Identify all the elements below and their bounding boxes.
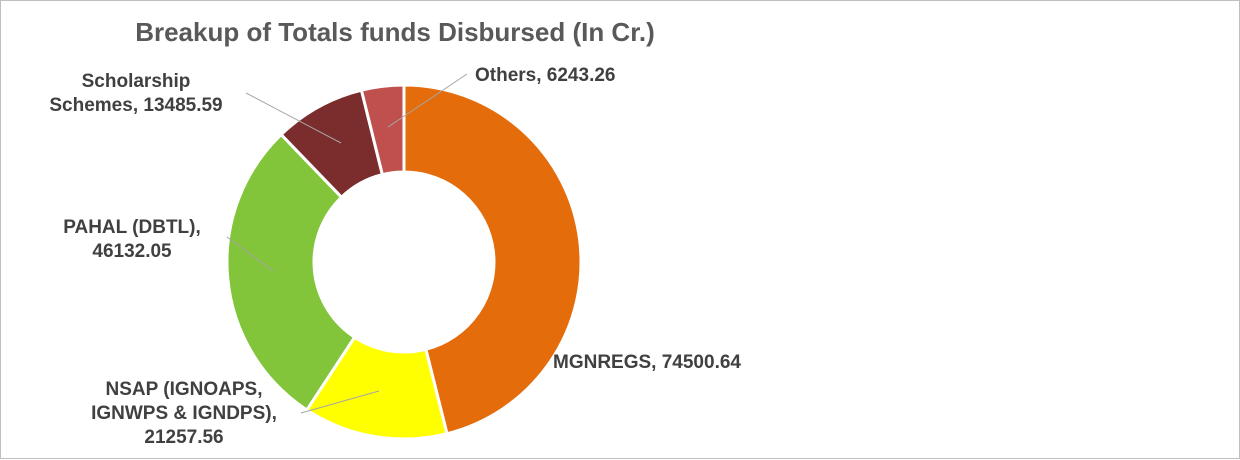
leader-lines	[226, 73, 468, 414]
data-label: Scholarship Schemes, 13485.59	[49, 71, 222, 116]
data-label-line: NSAP (IGNOAPS,	[106, 379, 263, 400]
data-label-line: Schemes, 13485.59	[49, 95, 222, 116]
leader-line	[300, 390, 380, 414]
data-label: MGNREGS, 74500.64	[553, 352, 741, 373]
data-label-line: Scholarship	[82, 71, 191, 92]
slices-layer	[225, 83, 583, 441]
data-label-line: 46132.05	[92, 241, 172, 262]
slice-mgnregs	[402, 83, 583, 436]
data-label: NSAP (IGNOAPS, IGNWPS & IGNDPS), 21257.56	[91, 379, 277, 448]
data-label-line: Others, 6243.26	[475, 65, 615, 86]
leader-line	[387, 73, 468, 128]
data-label: PAHAL (DBTL), 46132.05	[63, 217, 201, 262]
leader-line	[226, 236, 274, 272]
data-label-line: MGNREGS, 74500.64	[553, 352, 741, 373]
leader-line	[245, 92, 342, 144]
data-label-line: 21257.56	[144, 427, 223, 448]
chart-title: Breakup of Totals funds Disbursed (In Cr…	[135, 17, 655, 47]
data-label: Others, 6243.26	[475, 65, 615, 86]
data-label-line: PAHAL (DBTL),	[63, 217, 201, 238]
data-label-line: IGNWPS & IGNDPS),	[91, 403, 277, 424]
slice-pahal-dbtl	[225, 132, 357, 413]
data-labels: MGNREGS, 74500.64 NSAP (IGNOAPS, IGNWPS & …	[49, 65, 741, 448]
slice-others	[359, 83, 406, 177]
